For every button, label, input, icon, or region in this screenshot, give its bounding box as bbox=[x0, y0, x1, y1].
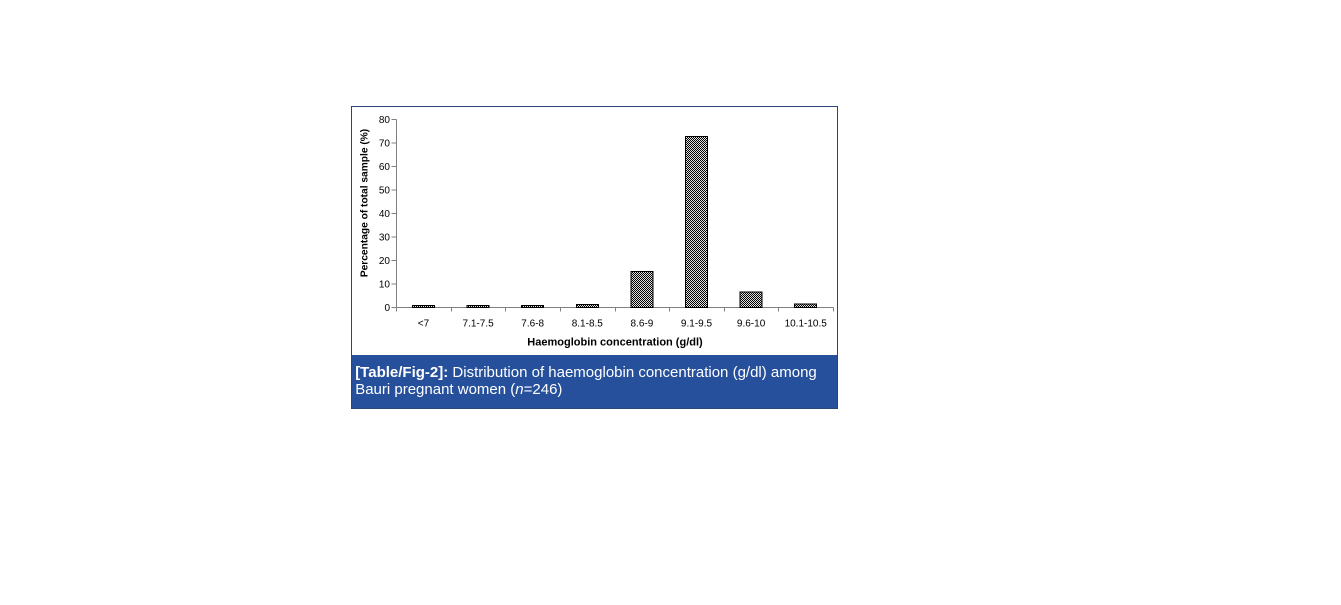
svg-text:50: 50 bbox=[379, 186, 391, 197]
svg-text:Haemoglobin concentration (g/d: Haemoglobin concentration (g/dl) bbox=[527, 336, 703, 348]
svg-text:Percentage of total sample (%): Percentage of total sample (%) bbox=[360, 129, 371, 277]
svg-text:60: 60 bbox=[379, 162, 391, 173]
svg-text:7.1-7.5: 7.1-7.5 bbox=[463, 318, 495, 329]
svg-text:9.6-10: 9.6-10 bbox=[737, 318, 766, 329]
svg-text:30: 30 bbox=[379, 233, 391, 244]
svg-text:70: 70 bbox=[379, 139, 391, 150]
svg-text:8.6-9: 8.6-9 bbox=[631, 318, 654, 329]
svg-text:7.6-8: 7.6-8 bbox=[521, 318, 544, 329]
svg-text:<7: <7 bbox=[418, 318, 430, 329]
svg-text:8.1-8.5: 8.1-8.5 bbox=[572, 318, 604, 329]
svg-text:10.1-10.5: 10.1-10.5 bbox=[785, 318, 828, 329]
svg-text:40: 40 bbox=[379, 209, 391, 220]
svg-text:0: 0 bbox=[384, 303, 390, 314]
svg-text:80: 80 bbox=[379, 115, 391, 126]
svg-text:10: 10 bbox=[379, 280, 391, 291]
svg-text:20: 20 bbox=[379, 256, 391, 267]
svg-text:9.1-9.5: 9.1-9.5 bbox=[681, 318, 713, 329]
